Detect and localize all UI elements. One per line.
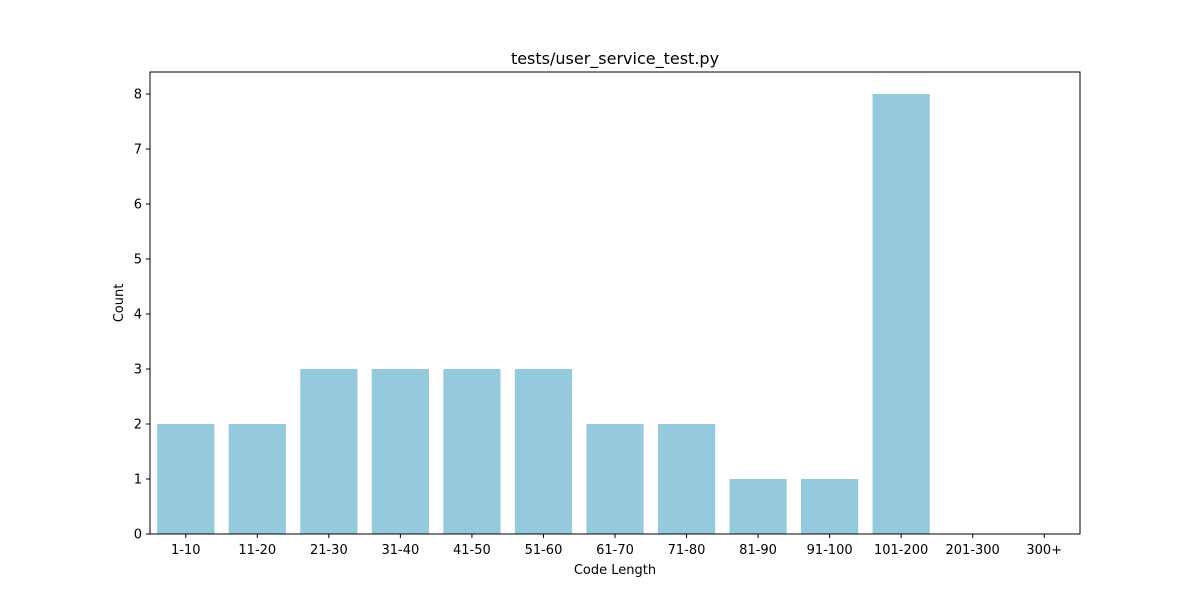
x-tick-label: 300+ <box>1026 543 1062 558</box>
y-tick-label: 2 <box>134 418 142 433</box>
y-axis: 0 1 2 3 4 5 6 7 8 <box>134 88 150 543</box>
bar-21-30 <box>300 369 358 534</box>
x-tick-label: 51-60 <box>525 543 563 558</box>
x-tick-label: 101-200 <box>874 543 928 558</box>
bar-81-90 <box>729 479 787 534</box>
y-tick-label: 5 <box>134 253 142 268</box>
y-tick-label: 0 <box>134 528 142 543</box>
bar-71-80 <box>657 424 716 534</box>
bar-61-70 <box>586 424 644 534</box>
plot-frame <box>149 71 1081 535</box>
chart-title: tests/user_service_test.py <box>511 49 719 69</box>
y-tick-label: 4 <box>134 308 142 323</box>
x-axis: 1-10 11-20 21-30 31-40 41-50 51-60 61-70 71-80 8… <box>171 534 1062 558</box>
x-tick-label: 11-20 <box>238 543 276 558</box>
x-tick-label: 41-50 <box>453 543 491 558</box>
bar-101-200 <box>872 94 930 534</box>
bars-group <box>157 94 930 534</box>
x-tick-label: 61-70 <box>596 543 634 558</box>
bar-31-40 <box>371 369 429 534</box>
y-tick-label: 8 <box>134 88 142 103</box>
y-tick-label: 1 <box>134 473 142 488</box>
x-tick-label: 81-90 <box>739 543 777 558</box>
x-tick-label: 91-100 <box>807 543 853 558</box>
y-axis-label: Count <box>112 284 127 323</box>
y-tick-label: 6 <box>134 198 142 213</box>
x-axis-label: Code Length <box>574 563 656 578</box>
bar-91-100 <box>801 479 859 534</box>
bar-41-50 <box>443 369 501 534</box>
y-tick-label: 7 <box>134 143 142 158</box>
x-tick-label: 201-300 <box>946 543 1000 558</box>
x-tick-label: 31-40 <box>381 543 419 558</box>
bar-51-60 <box>514 369 573 534</box>
bar-1-10 <box>157 424 215 534</box>
y-tick-label: 3 <box>134 363 142 378</box>
bar-11-20 <box>228 424 286 534</box>
x-tick-label: 1-10 <box>171 543 201 558</box>
x-tick-label: 71-80 <box>668 543 706 558</box>
x-tick-label: 21-30 <box>310 543 348 558</box>
